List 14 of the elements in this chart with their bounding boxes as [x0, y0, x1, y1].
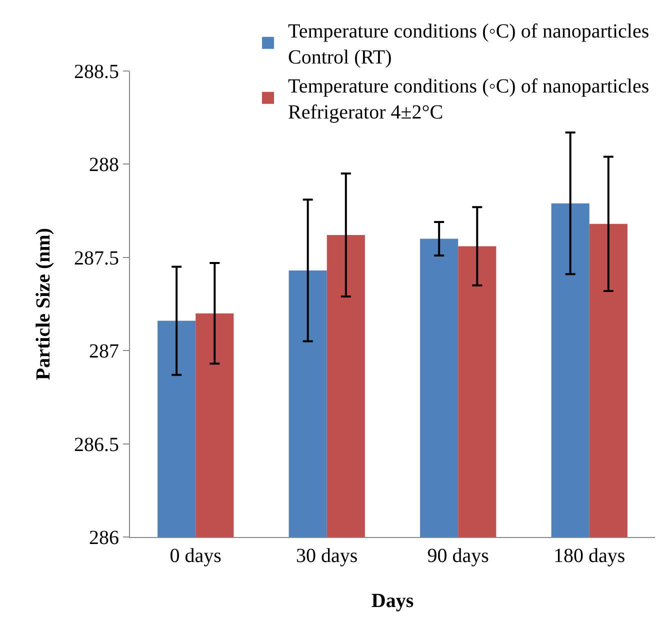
y-tick-label: 286: [89, 527, 119, 549]
y-tick-label: 288.5: [74, 61, 119, 83]
y-tick-label: 287.5: [74, 247, 119, 270]
x-tick-label: 30 days: [296, 545, 358, 567]
x-tick-label: 90 days: [427, 545, 490, 567]
y-tick-label: 287: [89, 340, 119, 363]
y-axis-title: Particle Size (nm): [32, 228, 54, 380]
legend-label: Temperature conditions (◦C) of nanoparticles Control (RT): [288, 20, 650, 69]
x-tick-label: 0 days: [170, 545, 222, 567]
y-tick-label: 286.5: [74, 434, 119, 456]
y-tick-label: 288: [89, 154, 119, 176]
x-axis-title: Days: [371, 590, 414, 612]
legend-label: Temperature conditions (◦C) of nanoparticles Refrigerator 4±2°C: [288, 76, 650, 124]
x-tick-label: 180 days: [554, 545, 626, 567]
